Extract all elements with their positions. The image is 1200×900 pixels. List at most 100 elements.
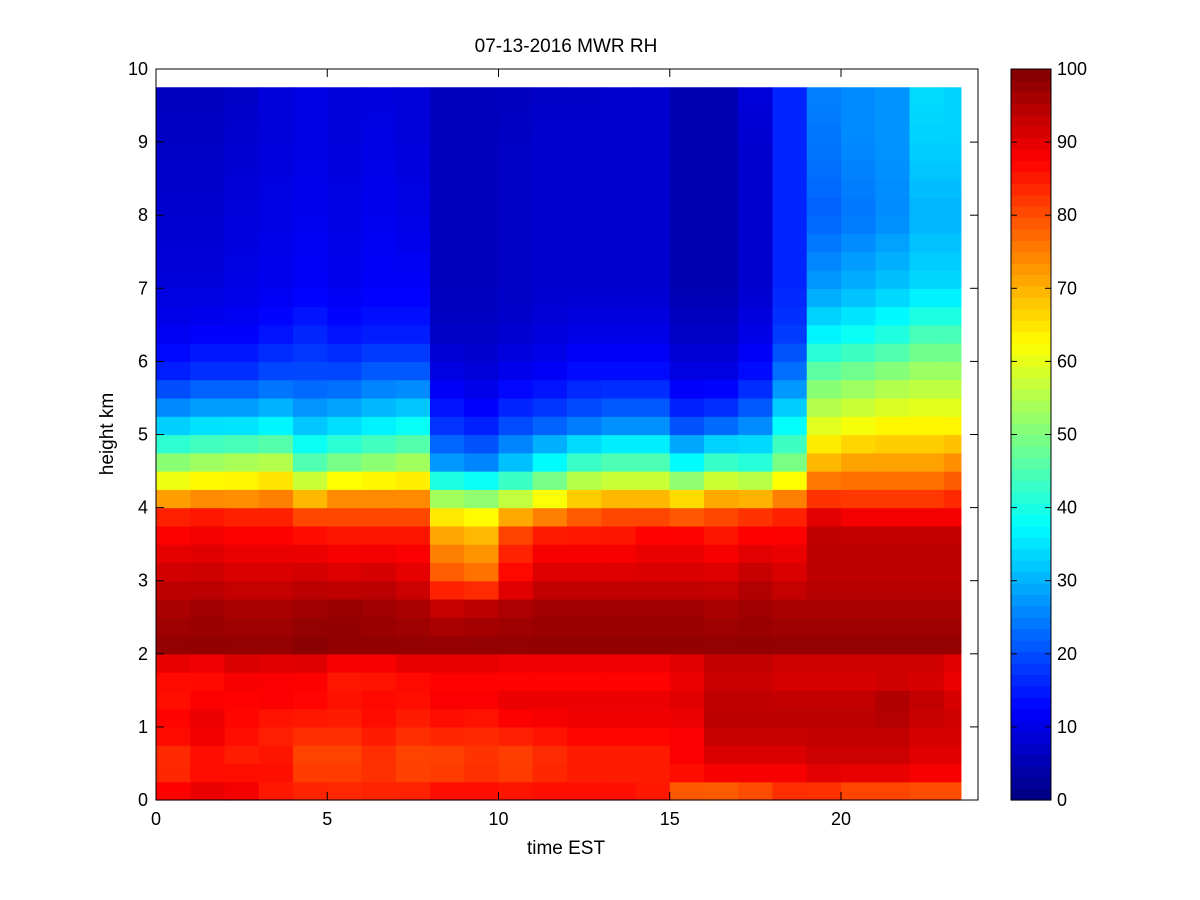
heatmap-cell	[498, 562, 534, 582]
heatmap-cell	[293, 745, 328, 765]
heatmap-cell	[395, 196, 431, 216]
heatmap-cell	[669, 178, 705, 198]
heatmap-cell	[806, 416, 842, 436]
heatmap-cell	[498, 123, 534, 143]
heatmap-cell	[875, 142, 911, 161]
heatmap-cell	[841, 580, 876, 600]
plot-area	[155, 68, 979, 801]
heatmap-cell	[601, 142, 637, 161]
heatmap-cell	[156, 434, 191, 454]
heatmap-cell	[464, 471, 500, 490]
heatmap-cell	[190, 598, 226, 618]
colorbar-tick-label: 50	[1057, 425, 1077, 445]
heatmap-cell	[635, 690, 671, 710]
heatmap-cell	[361, 397, 397, 417]
heatmap-cell	[156, 452, 191, 472]
heatmap-cell	[156, 708, 191, 728]
heatmap-cell	[669, 361, 705, 381]
heatmap-cell	[498, 270, 534, 289]
heatmap-cell	[156, 105, 191, 125]
heatmap-cell	[258, 726, 294, 746]
heatmap-cell	[806, 580, 842, 600]
heatmap-cell	[190, 397, 226, 417]
heatmap-cell	[909, 270, 945, 289]
heatmap-cell	[943, 471, 962, 490]
heatmap-cell	[395, 635, 431, 655]
heatmap-cell	[361, 653, 397, 673]
y-tick-label: 10	[128, 59, 148, 79]
heatmap-cell	[704, 781, 739, 801]
heatmap-cell	[327, 507, 363, 527]
heatmap-cell	[601, 215, 637, 235]
heatmap-cell	[190, 781, 226, 801]
heatmap-cell	[190, 361, 226, 381]
colorbar-segment	[1011, 720, 1051, 733]
heatmap-cell	[293, 306, 328, 326]
heatmap-cell	[395, 251, 431, 271]
heatmap-cell	[601, 288, 637, 308]
heatmap-cell	[532, 763, 568, 783]
heatmap-cell	[909, 87, 945, 107]
heatmap-cell	[841, 215, 876, 235]
heatmap-cell	[258, 306, 294, 326]
heatmap-cell	[498, 87, 534, 107]
colorbar-segment	[1011, 708, 1051, 721]
heatmap-cell	[464, 507, 500, 527]
heatmap-cell	[943, 726, 962, 746]
heatmap-cell	[361, 471, 397, 490]
heatmap-cell	[909, 215, 945, 235]
heatmap-cell	[258, 288, 294, 308]
heatmap-cell	[190, 690, 226, 710]
heatmap-cell	[190, 544, 226, 564]
heatmap-cell	[909, 160, 945, 180]
heatmap-cell	[532, 87, 568, 107]
heatmap-cell	[601, 690, 637, 710]
heatmap-cell	[567, 635, 602, 655]
heatmap-cell	[464, 306, 500, 326]
heatmap-cell	[909, 416, 945, 436]
heatmap-cell	[532, 379, 568, 399]
heatmap-cell	[772, 489, 808, 509]
heatmap-cell	[190, 525, 226, 545]
heatmap-cell	[601, 361, 637, 381]
heatmap-cell	[841, 379, 876, 399]
heatmap-cell	[361, 379, 397, 399]
heatmap-cell	[498, 434, 534, 454]
heatmap-cell	[806, 562, 842, 582]
heatmap-cell	[772, 397, 808, 417]
heatmap-cell	[738, 123, 774, 143]
heatmap-cell	[841, 507, 876, 527]
heatmap-cell	[669, 781, 705, 801]
heatmap-cell	[498, 343, 534, 363]
heatmap-cell	[567, 123, 602, 143]
heatmap-cell	[293, 708, 328, 728]
heatmap-cell	[806, 343, 842, 363]
heatmap-cell	[669, 635, 705, 655]
heatmap-cell	[943, 196, 962, 216]
x-tick-label: 15	[660, 809, 680, 829]
colorbar-segment	[1011, 662, 1051, 675]
colorbar-segment	[1011, 457, 1051, 470]
heatmap-cell	[532, 617, 568, 637]
heatmap-cell	[258, 562, 294, 582]
heatmap-cell	[395, 142, 431, 161]
heatmap-cell	[395, 781, 431, 801]
heatmap-cell	[430, 324, 465, 344]
heatmap-cell	[293, 726, 328, 746]
heatmap-cell	[738, 745, 774, 765]
heatmap-cell	[293, 87, 328, 107]
heatmap-cell	[635, 160, 671, 180]
heatmap-cell	[190, 288, 226, 308]
heatmap-cell	[806, 635, 842, 655]
heatmap-cell	[772, 525, 808, 545]
heatmap-cell	[875, 745, 911, 765]
x-tick-label: 20	[831, 809, 851, 829]
heatmap-cell	[224, 397, 260, 417]
heatmap-cell	[875, 525, 911, 545]
heatmap-cell	[943, 160, 962, 180]
heatmap-cell	[738, 288, 774, 308]
colorbar-gradient	[1011, 69, 1051, 801]
y-tick-label: 7	[138, 278, 148, 298]
heatmap-cell	[156, 562, 191, 582]
heatmap-cell	[361, 763, 397, 783]
